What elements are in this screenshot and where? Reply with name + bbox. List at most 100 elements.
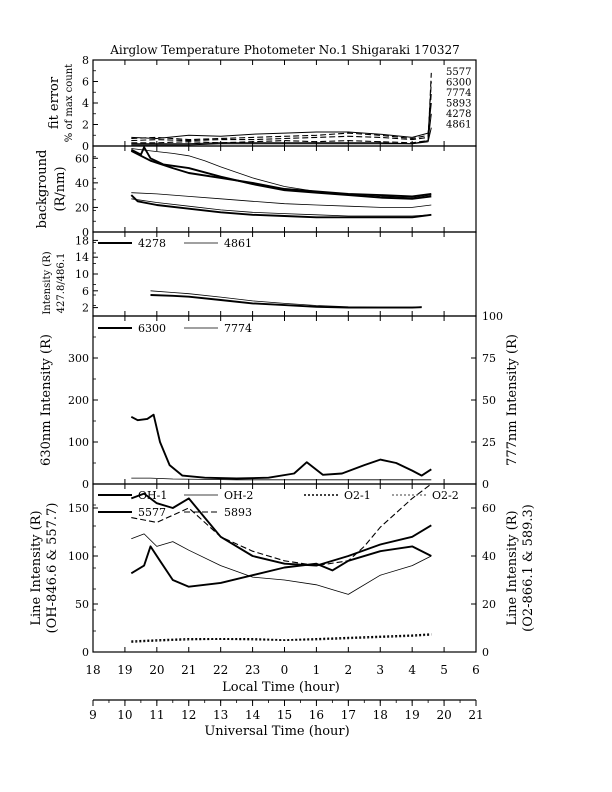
series-line-7774: [131, 92, 432, 141]
ytick-right-label: 40: [482, 550, 496, 563]
legend-label-O2-2: O2-2: [432, 489, 459, 502]
ytick-label: 40: [75, 177, 89, 190]
ytick-label: 10: [75, 268, 89, 281]
series-line-6300: [130, 413, 432, 480]
ytick-right-label: 75: [482, 352, 496, 365]
legend-label-4278: 4278: [138, 237, 166, 250]
universal-time-tick-label: 9: [89, 708, 97, 722]
legend-label-O2-1: O2-1: [344, 489, 371, 502]
ytick-label: 50: [75, 598, 89, 611]
axis-ticks: 0246802040602610141801002003000255075100…: [68, 54, 503, 722]
ytick-right-label: 0: [482, 646, 489, 659]
universal-time-tick-label: 15: [277, 708, 292, 722]
red-green-ylabel-right: 777nm Intensity (R): [505, 334, 520, 466]
local-time-tick-label: 3: [376, 663, 384, 677]
local-time-tick-label: 23: [245, 663, 260, 677]
series-line-5577: [131, 72, 432, 144]
legend-label-OH-2: OH-2: [224, 489, 253, 502]
universal-time-tick-label: 11: [149, 708, 164, 722]
series-line-5577: [130, 492, 432, 567]
universal-time-tick-label: 17: [341, 708, 356, 722]
line-intensity-ylabel-right: Line Intensity (R): [505, 510, 520, 625]
series-line-OH-2: [131, 533, 432, 595]
line-intensity-ylabel-right2: (O2-866.1 & 589.3): [521, 504, 536, 632]
panel-red-green-frame: [92, 315, 477, 485]
ytick-label: 6: [82, 76, 89, 89]
local-time-tick-label: 18: [85, 663, 100, 677]
chart-title: Airglow Temperature Photometer No.1 Shig…: [109, 43, 460, 57]
legend-label-7774: 7774: [446, 88, 471, 99]
ytick-label: 200: [68, 394, 89, 407]
series-line-OH-1: [130, 545, 432, 588]
blue-lines-ylabel: Intensity (R): [42, 251, 53, 314]
ytick-label: 0: [82, 478, 89, 491]
universal-time-tick-label: 16: [309, 708, 324, 722]
series-line-4861: [150, 290, 422, 308]
legend-label-6300: 6300: [446, 78, 471, 89]
universal-time-tick-label: 20: [436, 708, 451, 722]
fit-error-ylabel2: % of max count: [64, 64, 75, 142]
series-line-panel1-3: [131, 192, 432, 208]
local-time-tick-label: 0: [281, 663, 289, 677]
ytick-right-label: 60: [482, 502, 496, 515]
local-time-tick-label: 1: [313, 663, 321, 677]
fit-error-ylabel: fit error: [47, 76, 62, 129]
ytick-right-label: 25: [482, 436, 496, 449]
ytick-label: 0: [82, 226, 89, 239]
line-intensity-ylabel2: (OH-846.6 & 557.7): [45, 503, 60, 634]
local-time-tick-label: 22: [213, 663, 228, 677]
legend-label-4278: 4278: [446, 109, 471, 120]
background-ylabel2: (R/nm): [53, 166, 68, 211]
local-time-xlabel: Local Time (hour): [222, 680, 340, 695]
ytick-label: 4: [82, 97, 89, 110]
ytick-right-label: 100: [482, 310, 503, 323]
ytick-right-label: 20: [482, 598, 496, 611]
local-time-tick-label: 5: [440, 663, 448, 677]
ytick-label: 100: [68, 550, 89, 563]
local-time-tick-label: 2: [345, 663, 353, 677]
series-line-6300: [131, 81, 432, 142]
series-line-panel1-0: [131, 148, 432, 199]
universal-time-tick-label: 13: [213, 708, 228, 722]
legend-label-5893: 5893: [224, 506, 252, 519]
series-line-7774: [131, 477, 432, 481]
ytick-label: 300: [68, 352, 89, 365]
ytick-right-label: 50: [482, 394, 496, 407]
ytick-label: 8: [82, 54, 89, 67]
ytick-label: 2: [82, 119, 89, 132]
series-line-5893: [131, 102, 432, 139]
ytick-label: 60: [75, 152, 89, 165]
ytick-label: 100: [68, 436, 89, 449]
ytick-label: 0: [82, 140, 89, 153]
series-line-5893: [131, 483, 432, 567]
legend-label-7774: 7774: [224, 322, 252, 335]
local-time-tick-label: 21: [181, 663, 196, 677]
series-line-panel1-4: [130, 194, 432, 219]
series-line-4278: [131, 113, 432, 145]
legend-label-5577: 5577: [138, 506, 166, 519]
ytick-label: 14: [75, 251, 89, 264]
red-green-ylabel: 630nm Intensity (R): [39, 334, 54, 466]
universal-time-tick-label: 10: [117, 708, 132, 722]
series-line-panel1-1: [130, 146, 432, 200]
ytick-label: 150: [68, 502, 89, 515]
series-line-O2-1: [131, 633, 432, 642]
universal-time-xlabel: Universal Time (hour): [204, 724, 349, 739]
line-intensity-ylabel: Line Intensity (R): [29, 510, 44, 625]
series-line-panel1-5: [131, 198, 432, 217]
ytick-label: 0: [82, 646, 89, 659]
blue-lines-ylabel2: 427.8/486.1: [56, 253, 67, 314]
universal-time-tick-label: 21: [468, 708, 483, 722]
series-line-panel1-2: [130, 150, 432, 198]
legend-label-4861: 4861: [446, 120, 471, 131]
legend-label-5577: 5577: [446, 67, 471, 78]
local-time-tick-label: 20: [149, 663, 164, 677]
ytick-label: 2: [82, 302, 89, 315]
ytick-label: 20: [75, 201, 89, 214]
series-line-O2-2: [131, 634, 432, 643]
ytick-right-label: 0: [482, 478, 489, 491]
universal-time-tick-label: 19: [405, 708, 420, 722]
local-time-tick-label: 19: [117, 663, 132, 677]
universal-time-tick-label: 14: [245, 708, 261, 722]
